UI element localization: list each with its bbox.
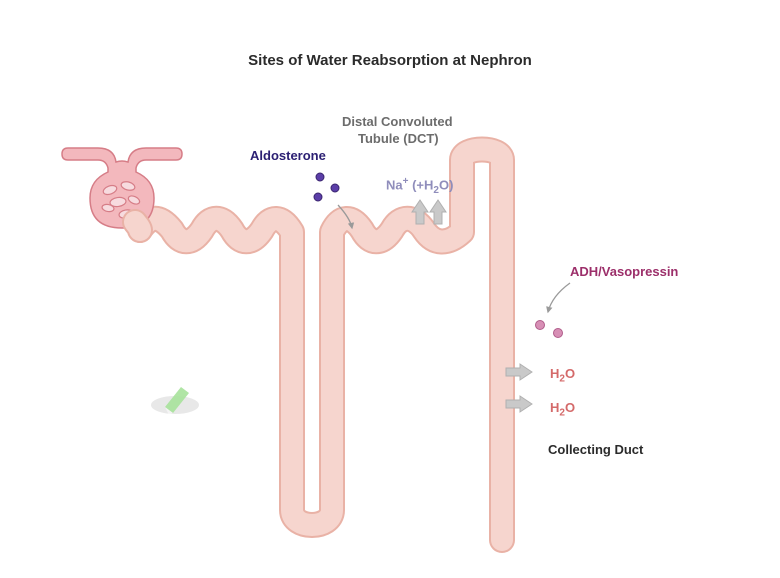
dct-label-line2: Tubule (DCT) xyxy=(358,131,439,146)
watermark-icon xyxy=(151,387,199,415)
adh-pointer xyxy=(548,283,570,312)
nephron-tubule-fill xyxy=(140,150,502,541)
collecting-duct-label: Collecting Duct xyxy=(548,442,643,457)
aldosterone-dots xyxy=(314,173,339,201)
aldosterone-label: Aldosterone xyxy=(250,148,326,163)
h2o-label-2: H2O xyxy=(550,400,575,419)
sodium-water-label: Na+ (+H2O) xyxy=(386,176,453,196)
diagram-title: Sites of Water Reabsorption at Nephron xyxy=(0,52,780,69)
adh-dots xyxy=(536,321,563,338)
adh-label: ADH/Vasopressin xyxy=(570,264,678,279)
diagram-canvas xyxy=(0,0,780,578)
dct-label-line1: Distal Convoluted xyxy=(342,114,453,129)
h2o-label-1: H2O xyxy=(550,366,575,385)
